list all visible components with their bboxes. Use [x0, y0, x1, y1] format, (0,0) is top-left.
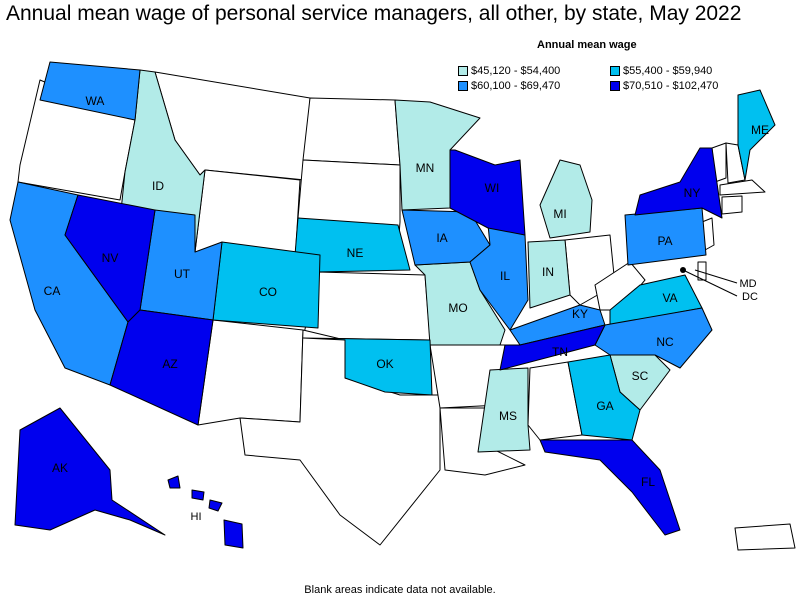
state-ID: [117, 69, 206, 253]
label-SC: SC: [632, 369, 649, 383]
state-WA: [39, 61, 141, 121]
state-labels: WA ID NV CA UT AZ CO NE OK MN IA MO WI I…: [44, 94, 769, 523]
label-ME: ME: [751, 123, 769, 137]
state-MI: [539, 159, 593, 239]
label-KY: KY: [572, 307, 588, 321]
state-AZ: [109, 309, 214, 426]
state-FL: [539, 439, 681, 536]
legend-label: $55,400 - $59,940: [623, 65, 713, 77]
tier2-states: [212, 89, 776, 441]
dc-leader-line: [682, 269, 738, 297]
label-AZ: AZ: [162, 357, 177, 371]
legend-swatch: [610, 66, 620, 76]
state-MS: [477, 367, 531, 453]
label-MI: MI: [553, 207, 566, 221]
footnote: Blank areas indicate data not available.: [304, 584, 496, 596]
state-VA: [609, 274, 703, 326]
legend-swatch: [610, 81, 620, 91]
legend-title: Annual mean wage: [537, 39, 637, 51]
state-TN: [499, 324, 606, 371]
state-KY: [509, 304, 606, 346]
label-UT: UT: [174, 267, 191, 281]
label-MD: MD: [739, 278, 756, 290]
state-ND: [302, 97, 401, 166]
label-IL: IL: [500, 269, 510, 283]
label-CO: CO: [259, 285, 277, 299]
legend-item-tier1: $45,120 - $54,400: [458, 65, 560, 77]
state-IN: [527, 239, 571, 309]
state-NY: [634, 147, 723, 219]
tier4-states: [14, 147, 723, 549]
label-HI: HI: [191, 511, 202, 523]
label-DC: DC: [742, 291, 758, 303]
state-ME: [737, 89, 776, 181]
state-HI: [167, 475, 244, 549]
label-MN: MN: [416, 161, 435, 175]
state-WI: [449, 149, 526, 236]
label-TN: TN: [552, 345, 568, 359]
label-MS: MS: [499, 409, 517, 423]
label-WI: WI: [485, 181, 500, 195]
label-NV: NV: [102, 251, 119, 265]
state-DE: [697, 261, 707, 281]
state-CT: [721, 195, 743, 215]
label-CA: CA: [44, 284, 61, 298]
label-IN: IN: [542, 265, 554, 279]
label-NC: NC: [656, 335, 674, 349]
label-VA: VA: [662, 291, 677, 305]
state-NC: [594, 307, 713, 369]
state-NM: [197, 319, 304, 426]
md-leader-line: [694, 269, 738, 284]
state-OK: [302, 337, 433, 396]
label-FL: FL: [641, 475, 655, 489]
label-WA: WA: [86, 94, 105, 108]
state-PR: [734, 523, 796, 551]
label-IA: IA: [436, 231, 447, 245]
label-OK: OK: [376, 357, 393, 371]
legend-item-tier3: $60,100 - $69,470: [458, 80, 560, 92]
label-GA: GA: [596, 399, 613, 413]
label-AK: AK: [52, 461, 68, 475]
label-NE: NE: [347, 246, 364, 260]
label-PA: PA: [657, 234, 672, 248]
legend-item-tier2: $55,400 - $59,940: [610, 65, 712, 77]
tier3-states: [9, 61, 713, 386]
label-ID: ID: [152, 179, 164, 193]
label-MO: MO: [448, 301, 467, 315]
legend-swatch: [458, 81, 468, 91]
legend-item-tier4: $70,510 - $102,470: [610, 80, 718, 92]
state-IL: [469, 224, 529, 331]
state-KS: [302, 271, 431, 341]
legend-label: $45,120 - $54,400: [471, 65, 561, 77]
state-MA: [719, 179, 766, 196]
map-title: Annual mean wage of personal service man…: [6, 2, 742, 25]
legend-swatch: [458, 66, 468, 76]
label-NY: NY: [684, 186, 701, 200]
legend-label: $60,100 - $69,470: [471, 80, 561, 92]
legend-label: $70,510 - $102,470: [623, 80, 719, 92]
state-AK: [14, 407, 166, 536]
